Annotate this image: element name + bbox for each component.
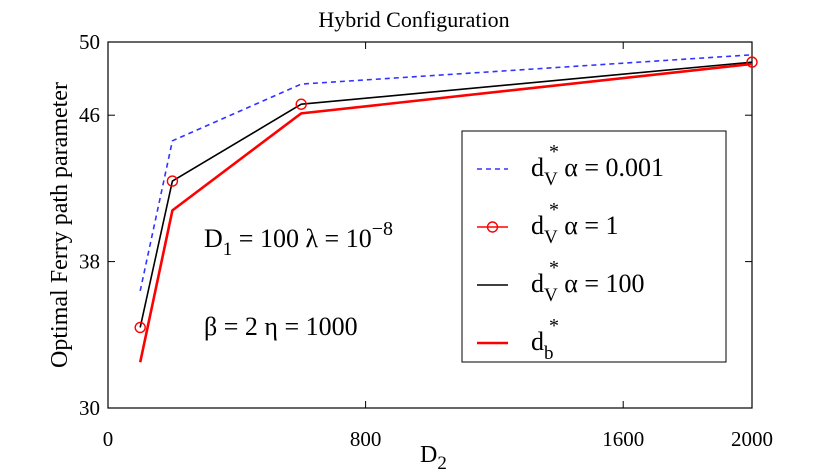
x-tick-label: 800: [350, 427, 382, 451]
legend-symbol: d: [531, 211, 544, 240]
annotation-d1-lambda: D1 = 100 λ = 10−8: [204, 218, 393, 260]
legend-superscript: *: [549, 315, 559, 337]
annotation-d1-symbol: D: [204, 224, 223, 253]
y-tick-label: 38: [79, 250, 100, 274]
y-tick-label: 50: [79, 30, 100, 54]
series-s2-marker: [166, 175, 179, 187]
annotation-d1-subscript: 1: [223, 239, 233, 260]
x-axis-label-subscript: 2: [437, 453, 447, 474]
legend-superscript: *: [549, 199, 559, 221]
x-tick-label: 2000: [731, 427, 773, 451]
y-axis-label: Optimal Ferry path parameter: [47, 82, 73, 368]
legend-subscript: V: [544, 285, 558, 306]
legend-label-s3: dV α = 100: [531, 269, 645, 306]
legend-superscript: *: [549, 257, 559, 279]
series-s4-line: [138, 62, 753, 363]
x-tick-label: 1600: [602, 427, 644, 451]
legend-label-s1: dV α = 0.001: [531, 153, 664, 190]
annotation-beta-eta: β = 2 η = 1000: [204, 312, 358, 341]
legend-symbol: d: [531, 327, 544, 356]
axis-ticks: [107, 41, 753, 409]
series-s2-marker: [746, 56, 758, 68]
legend-entry-s3: dV α = 100*: [531, 257, 645, 306]
series-s3-line: [139, 61, 753, 328]
legend-superscript: *: [549, 141, 559, 163]
series-s2-marker: [295, 98, 307, 110]
legend-entry-s4: db*: [531, 315, 559, 364]
legend-suffix: α = 1: [558, 211, 619, 240]
legend-symbol: d: [531, 269, 544, 298]
x-tick-label: 0: [103, 427, 114, 451]
series-layer: [134, 54, 758, 363]
legend: dV α = 0.001*dV α = 1*dV α = 100*db*: [461, 130, 727, 364]
chart-title: Hybrid Configuration: [318, 7, 509, 32]
legend-entry-s1: dV α = 0.001*: [531, 141, 664, 190]
x-axis-label-base: D: [420, 442, 437, 468]
x-tick-labels: 0 800 1600 2000: [103, 427, 773, 451]
legend-symbol: d: [531, 153, 544, 182]
annotation-d1-value: = 100 λ = 10: [232, 224, 371, 253]
annotation-lambda-exponent: −8: [372, 218, 393, 240]
legend-entry-s2: dV α = 1*: [531, 199, 619, 248]
y-tick-label: 30: [79, 396, 100, 420]
legend-suffix: α = 0.001: [558, 153, 664, 182]
series-s2-marker: [134, 321, 146, 334]
legend-label-s2: dV α = 1: [531, 211, 619, 248]
y-tick-labels: 30 38 46 50: [79, 30, 100, 420]
legend-subscript: b: [544, 343, 554, 364]
legend-subscript: V: [544, 169, 558, 190]
legend-label-s4: db: [531, 327, 554, 364]
plot-area-frame: [107, 41, 753, 409]
x-axis-label: D2: [420, 442, 447, 474]
legend-marker-s2: [486, 221, 499, 233]
y-tick-label: 46: [79, 103, 100, 127]
series-s1-line: [139, 54, 753, 292]
legend-suffix: α = 100: [558, 269, 645, 298]
legend-subscript: V: [544, 227, 558, 248]
